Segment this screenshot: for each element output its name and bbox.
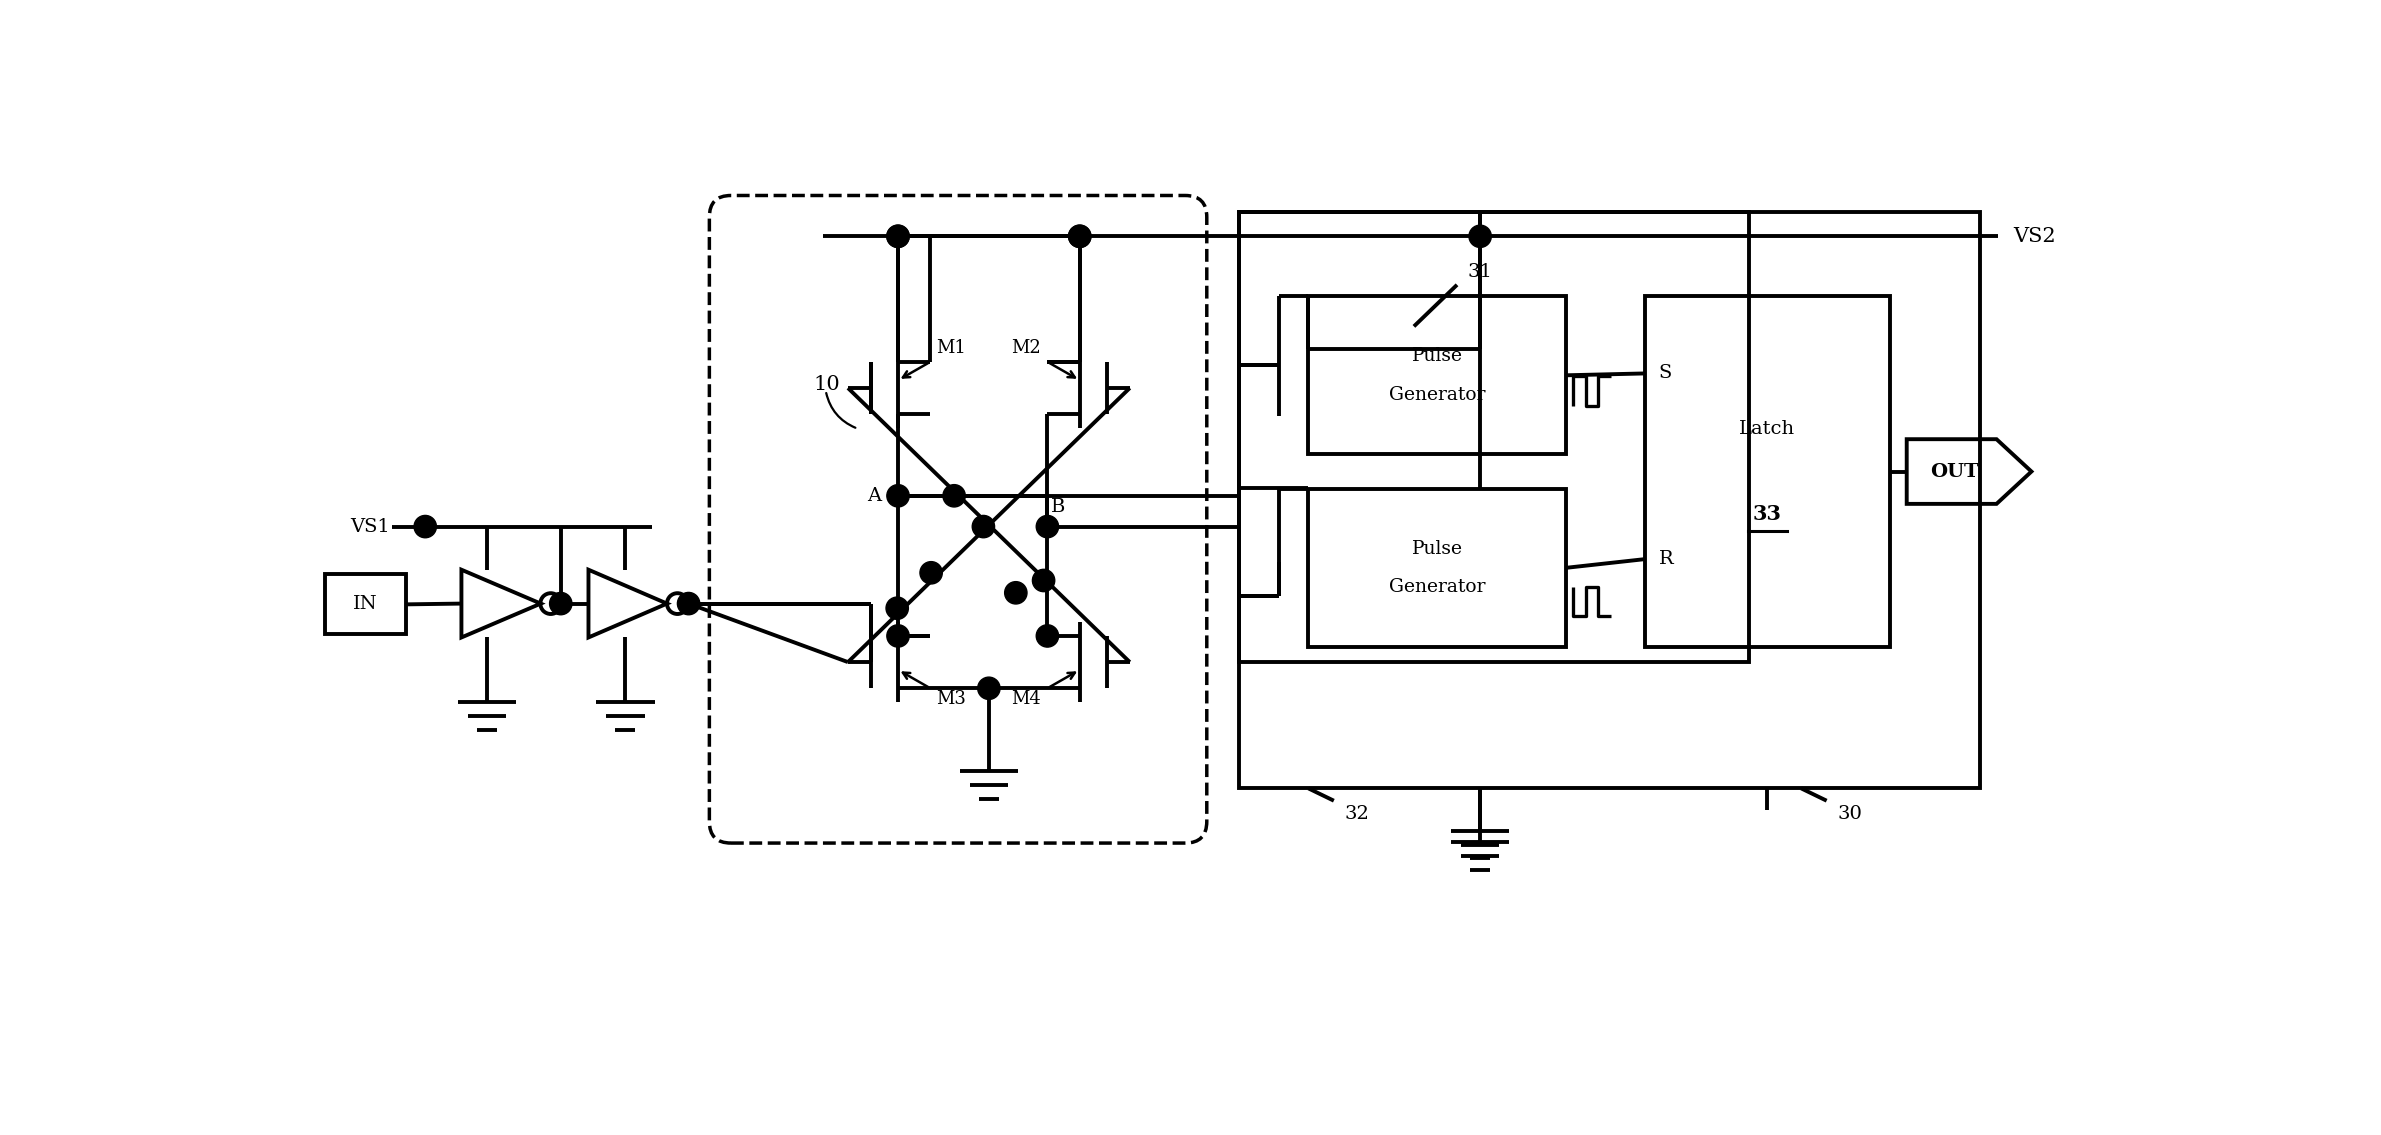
Text: 33: 33 bbox=[1752, 504, 1781, 523]
Text: Pulse: Pulse bbox=[1412, 539, 1462, 557]
Text: A: A bbox=[867, 487, 881, 505]
Text: 30: 30 bbox=[1838, 805, 1862, 823]
Text: VS1: VS1 bbox=[350, 518, 390, 536]
Bar bbox=[1238, 212, 1981, 789]
Text: Pulse: Pulse bbox=[1412, 347, 1462, 365]
Text: Generator: Generator bbox=[1388, 578, 1486, 596]
Text: M4: M4 bbox=[1012, 690, 1040, 708]
Circle shape bbox=[1069, 225, 1090, 247]
Circle shape bbox=[886, 225, 910, 247]
Text: IN: IN bbox=[352, 596, 379, 613]
Text: B: B bbox=[1052, 498, 1067, 516]
Circle shape bbox=[886, 225, 910, 247]
Text: Generator: Generator bbox=[1388, 386, 1486, 404]
Circle shape bbox=[1036, 624, 1060, 647]
Circle shape bbox=[1036, 515, 1060, 538]
Text: R: R bbox=[1660, 550, 1674, 569]
Bar bbox=[1310, 296, 1567, 454]
Circle shape bbox=[886, 624, 910, 647]
Circle shape bbox=[1033, 570, 1055, 591]
Bar bbox=[1310, 489, 1567, 647]
Circle shape bbox=[971, 515, 995, 538]
Circle shape bbox=[1469, 225, 1491, 247]
Text: 32: 32 bbox=[1345, 805, 1369, 823]
Text: S: S bbox=[1660, 364, 1671, 382]
Text: Latch: Latch bbox=[1738, 420, 1795, 438]
Bar bbox=[1238, 212, 1750, 662]
Circle shape bbox=[679, 592, 700, 615]
Circle shape bbox=[1069, 225, 1090, 247]
Circle shape bbox=[886, 485, 910, 507]
Text: M2: M2 bbox=[1012, 339, 1040, 356]
Circle shape bbox=[414, 515, 436, 538]
Circle shape bbox=[943, 485, 964, 507]
Bar bbox=[326, 574, 407, 634]
Circle shape bbox=[1005, 581, 1026, 604]
Text: 31: 31 bbox=[1467, 263, 1493, 281]
Text: M1: M1 bbox=[936, 339, 967, 356]
Circle shape bbox=[886, 597, 910, 620]
Text: VS2: VS2 bbox=[2012, 227, 2055, 246]
Circle shape bbox=[919, 562, 943, 583]
Bar bbox=[1645, 296, 1891, 647]
Text: 10: 10 bbox=[814, 376, 840, 394]
Circle shape bbox=[979, 678, 1000, 699]
Text: M3: M3 bbox=[936, 690, 967, 708]
Circle shape bbox=[550, 592, 571, 615]
Text: OUT: OUT bbox=[1931, 463, 1979, 480]
